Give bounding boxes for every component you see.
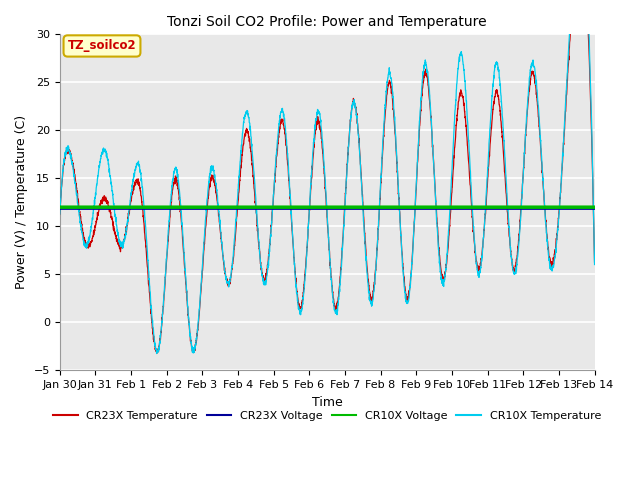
CR10X Voltage	[580, 204, 588, 210]
CR23X Voltage	[580, 206, 588, 212]
CR23X Voltage	[117, 206, 125, 212]
CR23X Temperature	[56, 211, 63, 217]
CR23X Voltage	[523, 206, 531, 212]
CR10X Voltage	[523, 204, 531, 210]
X-axis label: Time: Time	[312, 396, 342, 408]
CR10X Temperature	[117, 244, 125, 250]
CR10X Temperature	[148, 320, 156, 325]
Y-axis label: Power (V) / Temperature (C): Power (V) / Temperature (C)	[15, 115, 28, 289]
Line: CR10X Temperature: CR10X Temperature	[60, 0, 595, 354]
Legend: CR23X Temperature, CR23X Voltage, CR10X Voltage, CR10X Temperature: CR23X Temperature, CR23X Voltage, CR10X …	[49, 407, 605, 425]
CR10X Voltage	[148, 204, 156, 210]
CR23X Voltage	[591, 206, 598, 212]
CR23X Temperature	[117, 245, 125, 251]
CR10X Voltage	[117, 204, 125, 210]
CR10X Voltage	[591, 204, 598, 210]
CR23X Temperature	[591, 259, 598, 265]
Title: Tonzi Soil CO2 Profile: Power and Temperature: Tonzi Soil CO2 Profile: Power and Temper…	[167, 15, 487, 29]
CR23X Temperature	[261, 278, 269, 284]
Text: TZ_soilco2: TZ_soilco2	[68, 39, 136, 52]
CR10X Temperature	[591, 262, 598, 267]
CR23X Temperature	[284, 163, 292, 169]
CR23X Voltage	[284, 206, 292, 212]
CR10X Voltage	[261, 204, 269, 210]
CR10X Temperature	[153, 351, 161, 357]
CR10X Voltage	[56, 204, 63, 210]
CR23X Temperature	[148, 325, 156, 331]
CR23X Voltage	[148, 206, 156, 212]
CR23X Voltage	[261, 206, 269, 212]
CR10X Voltage	[284, 204, 292, 210]
CR23X Temperature	[153, 350, 161, 356]
CR10X Temperature	[523, 112, 531, 118]
CR23X Voltage	[56, 206, 63, 212]
CR10X Temperature	[261, 281, 269, 287]
CR10X Temperature	[56, 212, 63, 217]
CR10X Temperature	[284, 158, 292, 164]
Line: CR23X Temperature: CR23X Temperature	[60, 0, 595, 353]
CR23X Temperature	[523, 120, 531, 126]
